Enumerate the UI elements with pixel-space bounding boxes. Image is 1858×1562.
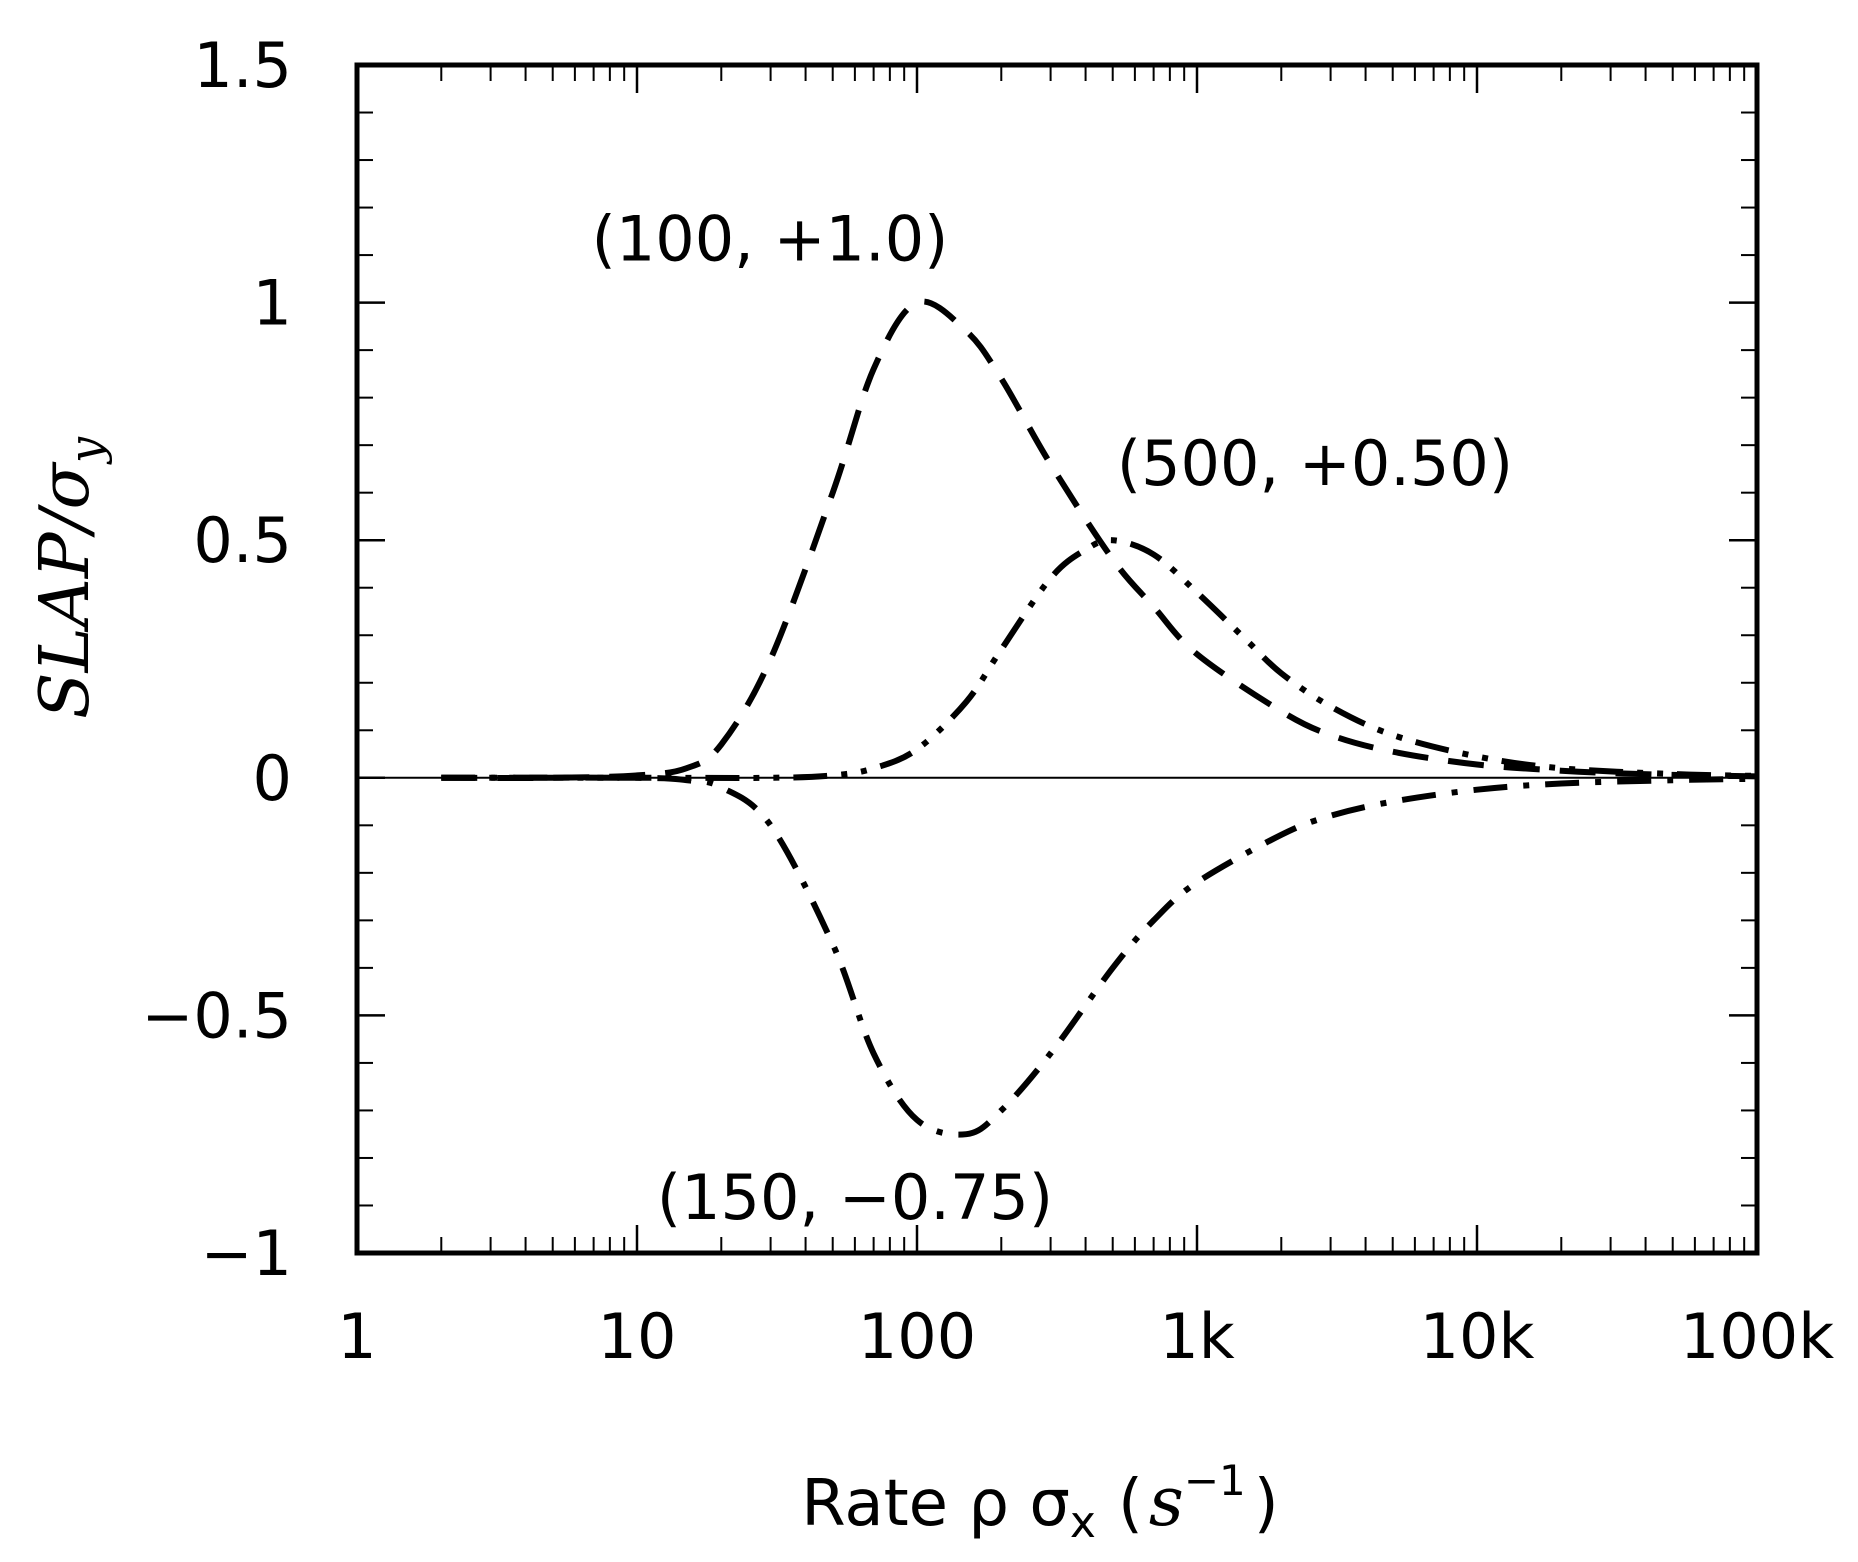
x-tick-label: 1k: [1159, 1300, 1234, 1373]
y-tick-label: −1: [201, 1217, 292, 1290]
x-axis-title-main: Rate ρ σ: [801, 1467, 1070, 1541]
x-tick-label: 1: [337, 1300, 376, 1373]
annotation-label: (500, +0.50): [1117, 427, 1513, 500]
x-axis-title-unit-base: s: [1149, 1463, 1184, 1542]
x-tick-label: 10k: [1420, 1300, 1535, 1373]
y-tick-label: 1: [253, 267, 292, 340]
y-tick-label: 0: [253, 742, 292, 815]
series-line-dash-dot-dot: [441, 537, 1758, 781]
y-tick-label: 1.5: [193, 29, 292, 102]
annotation-label: (150, −0.75): [657, 1161, 1053, 1234]
series-line-dash-dot: [441, 774, 1758, 1138]
minor-ticks: [357, 65, 1757, 1253]
major-ticks: [357, 65, 1757, 1253]
series-line-dashed: [441, 298, 1758, 781]
x-axis-title-unit-open: (: [1118, 1467, 1143, 1541]
y-tick-label: −0.5: [141, 979, 292, 1052]
y-axis-title-sub: y: [59, 436, 113, 465]
y-tick-labels: 1.5 1 0.5 0 −0.5 −1: [141, 29, 292, 1290]
x-axis-title-sub: x: [1070, 1497, 1096, 1548]
x-tick-label: 100k: [1680, 1300, 1834, 1373]
y-tick-label: 0.5: [193, 504, 292, 577]
plot-frame: [354, 62, 1760, 1256]
x-tick-labels: 1 10 100 1k 10k 100k: [337, 1300, 1834, 1373]
x-axis-title: Rate ρ σx (s−1): [801, 1456, 1278, 1548]
annotation-label: (100, +1.0): [592, 203, 949, 276]
x-axis-title-unit-exp: −1: [1184, 1456, 1246, 1505]
series-group: [441, 298, 1758, 1138]
x-axis-title-unit-close: ): [1254, 1467, 1279, 1541]
x-tick-label: 10: [598, 1300, 677, 1373]
x-tick-label: 100: [858, 1300, 976, 1373]
y-axis-title: SLAP/σy: [26, 436, 113, 719]
annotations: (100, +1.0) (500, +0.50) (150, −0.75): [592, 203, 1513, 1235]
y-axis-title-main: SLAP/σ: [26, 461, 105, 719]
